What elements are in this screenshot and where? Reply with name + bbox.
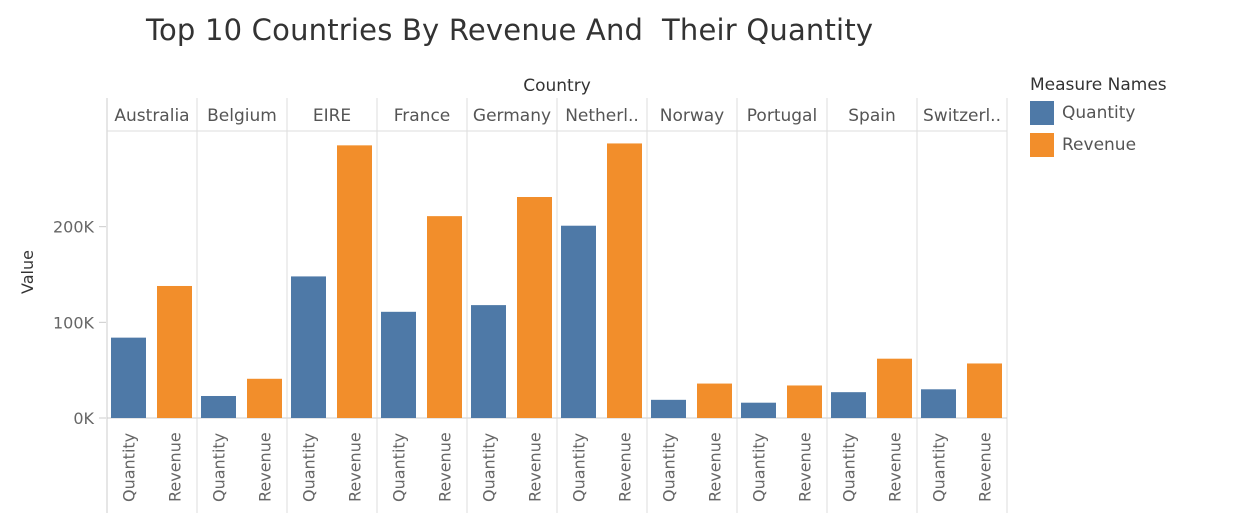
bar-australia-quantity xyxy=(111,337,146,418)
category-label-netherl: Netherl.. xyxy=(565,106,639,126)
y-axis-label: Value xyxy=(18,250,37,294)
bar-germany-revenue xyxy=(517,197,552,418)
bar-australia-revenue xyxy=(157,285,192,418)
measure-label-quantity: Quantity xyxy=(480,433,499,502)
measure-label-revenue: Revenue xyxy=(886,432,905,502)
bar-eire-quantity xyxy=(291,276,326,418)
category-label-france: France xyxy=(394,106,451,126)
legend-swatch-quantity xyxy=(1030,101,1054,125)
category-label-australia: Australia xyxy=(114,106,189,126)
category-label-switzerl: Switzerl.. xyxy=(923,106,1001,126)
measure-label-quantity: Quantity xyxy=(390,433,409,502)
measure-label-revenue: Revenue xyxy=(706,432,725,502)
legend-label-quantity: Quantity xyxy=(1062,103,1136,123)
bar-norway-revenue xyxy=(697,383,732,418)
bar-germany-quantity xyxy=(471,305,506,418)
bar-eire-revenue xyxy=(337,145,372,418)
measure-label-revenue: Revenue xyxy=(256,432,275,502)
bar-norway-quantity xyxy=(651,399,686,418)
category-label-portugal: Portugal xyxy=(747,106,817,126)
category-label-spain: Spain xyxy=(848,106,896,126)
bar-portugal-quantity xyxy=(741,402,776,418)
measure-label-revenue: Revenue xyxy=(346,432,365,502)
measure-label-revenue: Revenue xyxy=(526,432,545,502)
category-label-belgium: Belgium xyxy=(207,106,277,126)
measure-label-quantity: Quantity xyxy=(930,433,949,502)
measure-label-revenue: Revenue xyxy=(976,432,995,502)
measure-label-revenue: Revenue xyxy=(436,432,455,502)
bar-france-revenue xyxy=(427,216,462,418)
bar-netherl-quantity xyxy=(561,225,596,418)
column-header-country: Country xyxy=(523,76,591,96)
legend-swatch-revenue xyxy=(1030,133,1054,157)
bar-portugal-revenue xyxy=(787,385,822,418)
measure-label-revenue: Revenue xyxy=(166,432,185,502)
measure-label-revenue: Revenue xyxy=(796,432,815,502)
measure-label-quantity: Quantity xyxy=(750,433,769,502)
measure-label-revenue: Revenue xyxy=(616,432,635,502)
bar-chart: Country Value 0K 100K 200K Australia Quantity R… xyxy=(18,76,1008,513)
legend-item-quantity[interactable]: Quantity xyxy=(1030,101,1135,125)
measure-label-quantity: Quantity xyxy=(120,433,139,502)
bar-spain-revenue xyxy=(877,358,912,418)
y-tick-label: 0K xyxy=(73,409,94,428)
category-label-norway: Norway xyxy=(660,106,725,126)
category-label-germany: Germany xyxy=(473,106,551,126)
bar-switzerl-quantity xyxy=(921,389,956,418)
y-tick-label: 200K xyxy=(53,218,95,237)
measure-label-quantity: Quantity xyxy=(840,433,859,502)
y-tick-label: 100K xyxy=(53,313,95,332)
bar-belgium-quantity xyxy=(201,395,236,418)
legend-title: Measure Names xyxy=(1030,75,1167,95)
bar-belgium-revenue xyxy=(247,378,282,418)
legend-label-revenue: Revenue xyxy=(1062,135,1137,155)
measure-label-quantity: Quantity xyxy=(210,433,229,502)
bar-france-quantity xyxy=(381,311,416,418)
chart-title: Top 10 Countries By Revenue And Their Qu… xyxy=(146,13,874,47)
legend-item-revenue[interactable]: Revenue xyxy=(1030,133,1136,157)
bar-netherl-revenue xyxy=(607,143,642,419)
bar-switzerl-revenue xyxy=(967,363,1002,418)
category-label-eire: EIRE xyxy=(313,106,351,126)
measure-label-quantity: Quantity xyxy=(660,433,679,502)
measure-label-quantity: Quantity xyxy=(300,433,319,502)
bar-spain-quantity xyxy=(831,392,866,418)
measure-label-quantity: Quantity xyxy=(570,433,589,502)
